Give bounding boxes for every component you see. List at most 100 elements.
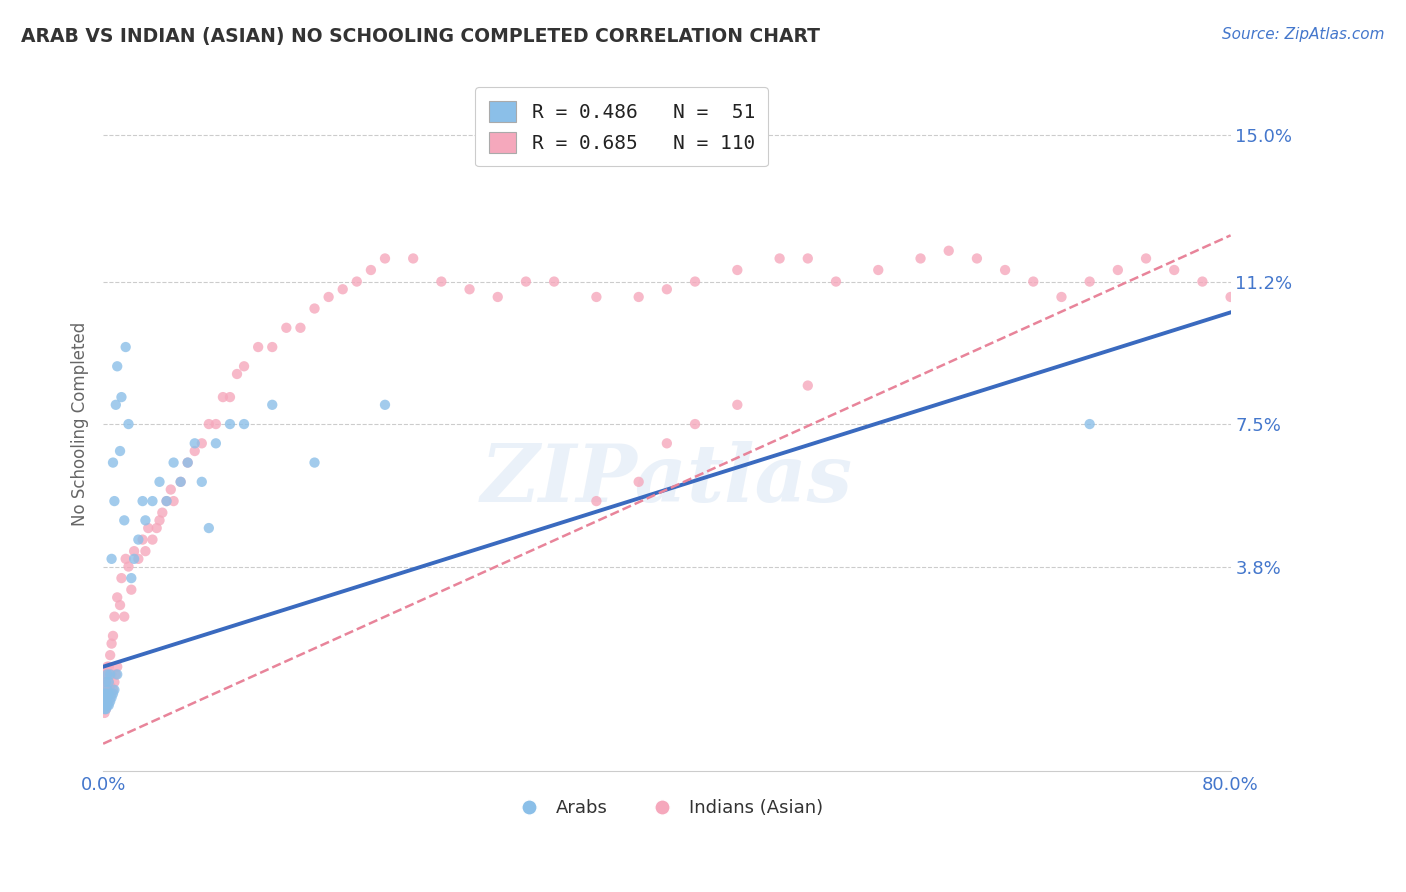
Arabs (127, 533, 149, 547)
Indians (Asian) (1050, 290, 1073, 304)
Legend: Arabs, Indians (Asian): Arabs, Indians (Asian) (503, 791, 831, 824)
Indians (Asian) (1135, 252, 1157, 266)
Indians (Asian) (683, 417, 706, 431)
Indians (Asian) (108, 598, 131, 612)
Arabs (101, 456, 124, 470)
Indians (Asian) (100, 667, 122, 681)
Arabs (122, 552, 145, 566)
Arabs (97, 675, 120, 690)
Arabs (131, 494, 153, 508)
Indians (Asian) (515, 275, 537, 289)
Indians (Asian) (276, 320, 298, 334)
Indians (Asian) (93, 690, 115, 705)
Indians (Asian) (105, 591, 128, 605)
Indians (Asian) (725, 263, 748, 277)
Arabs (93, 687, 115, 701)
Indians (Asian) (103, 675, 125, 690)
Indians (Asian) (98, 648, 121, 662)
Arabs (105, 667, 128, 681)
Indians (Asian) (93, 694, 115, 708)
Arabs (101, 687, 124, 701)
Indians (Asian) (94, 675, 117, 690)
Indians (Asian) (247, 340, 270, 354)
Indians (Asian) (162, 494, 184, 508)
Indians (Asian) (825, 275, 848, 289)
Indians (Asian) (205, 417, 228, 431)
Indians (Asian) (797, 252, 820, 266)
Indians (Asian) (120, 582, 142, 597)
Arabs (94, 694, 117, 708)
Indians (Asian) (145, 521, 167, 535)
Indians (Asian) (212, 390, 235, 404)
Indians (Asian) (1078, 275, 1101, 289)
Indians (Asian) (136, 521, 159, 535)
Indians (Asian) (176, 456, 198, 470)
Arabs (94, 702, 117, 716)
Arabs (96, 682, 118, 697)
Indians (Asian) (768, 252, 790, 266)
Indians (Asian) (93, 675, 115, 690)
Indians (Asian) (627, 475, 650, 489)
Indians (Asian) (96, 682, 118, 697)
Indians (Asian) (725, 398, 748, 412)
Indians (Asian) (94, 682, 117, 697)
Indians (Asian) (134, 544, 156, 558)
Arabs (374, 398, 396, 412)
Indians (Asian) (96, 675, 118, 690)
Indians (Asian) (141, 533, 163, 547)
Text: Source: ZipAtlas.com: Source: ZipAtlas.com (1222, 27, 1385, 42)
Indians (Asian) (110, 571, 132, 585)
Indians (Asian) (1219, 290, 1241, 304)
Indians (Asian) (112, 609, 135, 624)
Arabs (94, 687, 117, 701)
Text: ARAB VS INDIAN (ASIAN) NO SCHOOLING COMPLETED CORRELATION CHART: ARAB VS INDIAN (ASIAN) NO SCHOOLING COMP… (21, 27, 820, 45)
Arabs (98, 667, 121, 681)
Indians (Asian) (94, 687, 117, 701)
Indians (Asian) (938, 244, 960, 258)
Indians (Asian) (655, 282, 678, 296)
Indians (Asian) (543, 275, 565, 289)
Arabs (304, 456, 326, 470)
Indians (Asian) (585, 290, 607, 304)
Indians (Asian) (93, 706, 115, 720)
Indians (Asian) (655, 436, 678, 450)
Indians (Asian) (101, 682, 124, 697)
Arabs (1078, 417, 1101, 431)
Arabs (96, 698, 118, 713)
Indians (Asian) (233, 359, 256, 374)
Arabs (98, 694, 121, 708)
Arabs (155, 494, 177, 508)
Arabs (233, 417, 256, 431)
Indians (Asian) (262, 340, 284, 354)
Indians (Asian) (148, 513, 170, 527)
Indians (Asian) (96, 659, 118, 673)
Indians (Asian) (797, 378, 820, 392)
Arabs (100, 690, 122, 705)
Indians (Asian) (93, 702, 115, 716)
Arabs (105, 359, 128, 374)
Indians (Asian) (98, 679, 121, 693)
Indians (Asian) (97, 687, 120, 701)
Arabs (96, 667, 118, 681)
Indians (Asian) (93, 687, 115, 701)
Indians (Asian) (98, 690, 121, 705)
Indians (Asian) (93, 667, 115, 681)
Text: ZIPatlas: ZIPatlas (481, 441, 853, 518)
Indians (Asian) (122, 544, 145, 558)
Indians (Asian) (346, 275, 368, 289)
Indians (Asian) (150, 506, 173, 520)
Indians (Asian) (127, 552, 149, 566)
Indians (Asian) (966, 252, 988, 266)
Arabs (114, 340, 136, 354)
Arabs (205, 436, 228, 450)
Arabs (104, 398, 127, 412)
Indians (Asian) (93, 682, 115, 697)
Indians (Asian) (627, 290, 650, 304)
Arabs (103, 494, 125, 508)
Indians (Asian) (374, 252, 396, 266)
Indians (Asian) (100, 687, 122, 701)
Indians (Asian) (402, 252, 425, 266)
Indians (Asian) (96, 690, 118, 705)
Arabs (108, 444, 131, 458)
Arabs (110, 390, 132, 404)
